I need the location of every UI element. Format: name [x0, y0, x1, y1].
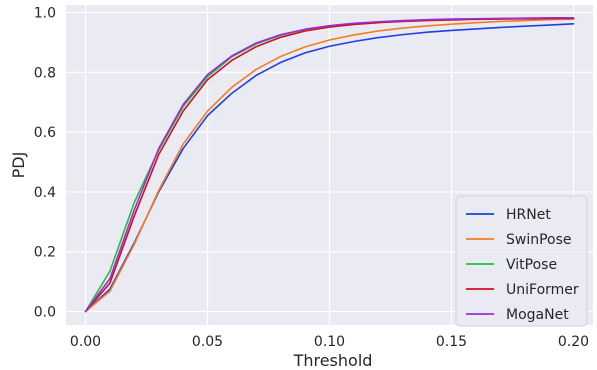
- series-line-swinpose: [84, 18, 575, 313]
- legend-label-hrnet: HRNet: [506, 207, 551, 223]
- y-tick-label: 0.4: [34, 185, 56, 201]
- x-tick-label: 0.10: [314, 334, 345, 350]
- x-tick-label: 0.00: [70, 334, 101, 350]
- legend-label-uniformer: UniFormer: [506, 282, 579, 298]
- legend-label-vitpose: VitPose: [506, 257, 557, 273]
- legend-label-moganet: MogaNet: [506, 307, 569, 323]
- y-tick-label: 0.6: [34, 125, 56, 141]
- y-tick-label: 1.0: [34, 5, 56, 21]
- legend: HRNet SwinPose VitPose UniFormer MogaNet: [455, 195, 588, 327]
- series-line-hrnet: [84, 23, 575, 313]
- x-tick-label: 0.20: [558, 334, 589, 350]
- y-tick-label: 0.8: [34, 65, 56, 81]
- series-line-moganet: [84, 17, 575, 313]
- x-axis-label: Threshold: [293, 351, 373, 370]
- x-tick-label: 0.05: [192, 334, 223, 350]
- legend-label-swinpose: SwinPose: [506, 232, 572, 248]
- y-tick-label: 0.2: [34, 245, 56, 261]
- y-tick-label: 0.0: [34, 305, 56, 321]
- y-axis-label: PDJ: [9, 152, 28, 179]
- legend-box: [455, 195, 588, 327]
- x-tick-label: 0.15: [436, 334, 467, 350]
- x-tick-labels: 0.00 0.05 0.10 0.15 0.20: [70, 334, 589, 350]
- y-tick-labels: 0.0 0.2 0.4 0.6 0.8 1.0: [34, 5, 56, 320]
- series-layer: [84, 17, 575, 313]
